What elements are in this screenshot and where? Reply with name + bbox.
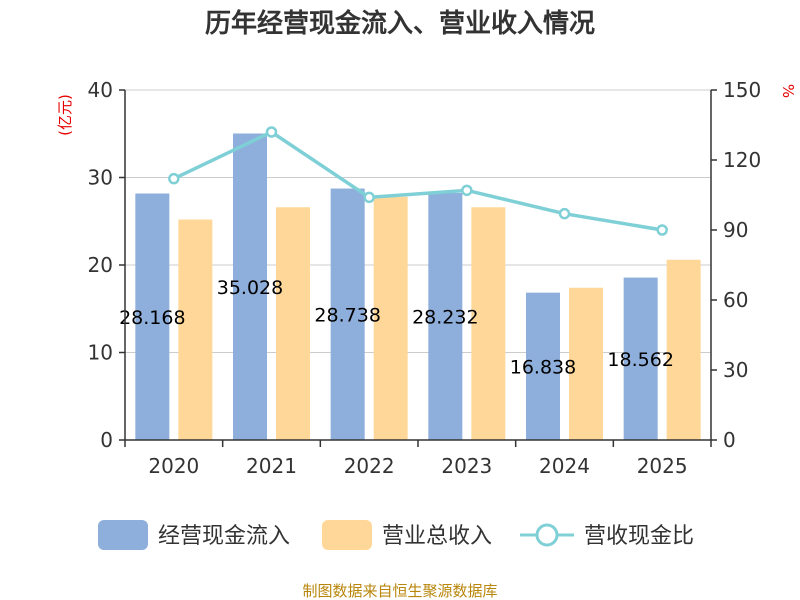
legend-label-revenue: 营业总收入: [382, 524, 492, 549]
grid: [125, 89, 711, 353]
bar-revenue: [569, 287, 603, 440]
ratio-point: [558, 207, 571, 220]
bar-revenue: [276, 207, 310, 440]
legend-marker-ratio: [535, 523, 559, 547]
bar-cash-inflow: [428, 192, 463, 440]
ratio-point: [168, 172, 180, 185]
legend-swatch-cash-inflow: [98, 520, 148, 550]
legend: 经营现金流入 营业总收入 营收现金比: [98, 520, 694, 550]
source-note: 制图数据来自恒生聚源数据库: [302, 582, 497, 600]
data-labels: 28.168 35.028 28.738 28.232 16.838 18.562: [119, 277, 674, 379]
bar-revenue: [471, 207, 506, 440]
data-label-cash-inflow: 35.028: [217, 277, 283, 299]
ratio-point: [363, 191, 375, 204]
chart-title: 历年经营现金流入、营业收入情况: [205, 8, 595, 39]
bar-revenue: [373, 196, 408, 440]
y-right-tick-label: 150: [723, 78, 761, 102]
y-right-tick-label: 30: [723, 358, 748, 382]
bar-cash-inflow: [330, 188, 365, 440]
y-left-tick-label: 0: [100, 428, 113, 452]
bar-revenue: [178, 219, 213, 440]
ratio-line: [173, 129, 663, 232]
x-tick-label: 2021: [246, 454, 297, 478]
x-tick-label: 2020: [148, 454, 199, 478]
ratio-point: [656, 224, 668, 236]
data-label-cash-inflow: 28.168: [119, 307, 185, 329]
legend-label-cash-inflow: 经营现金流入: [158, 524, 290, 549]
ratio-point: [461, 184, 473, 197]
data-label-cash-inflow: 18.562: [607, 349, 673, 371]
bar-revenue: [666, 259, 701, 440]
y-left-tick-label: 20: [88, 253, 113, 277]
bar-cash-inflow: [526, 292, 560, 440]
line-series: [168, 126, 668, 236]
bar-cash-inflow: [135, 193, 170, 440]
x-tick-label: 2025: [637, 454, 688, 478]
y-right-tick-label: 60: [723, 288, 748, 312]
data-label-cash-inflow: 28.738: [314, 304, 380, 326]
data-label-cash-inflow: 28.232: [412, 306, 478, 328]
x-tick-label: 2022: [344, 454, 395, 478]
x-tick-label: 2024: [539, 454, 590, 478]
y-right-tick-label: 90: [723, 218, 748, 242]
bars: [135, 133, 701, 440]
x-tick-label: 2023: [441, 454, 492, 478]
data-label-cash-inflow: 16.838: [510, 356, 576, 378]
bar-cash-inflow: [623, 277, 658, 440]
y-right-label: %: [779, 84, 797, 98]
y-left-tick-label: 30: [88, 166, 113, 190]
bar-cash-inflow: [233, 133, 267, 440]
y-right-tick-label: 0: [723, 428, 736, 452]
y-left-tick-label: 40: [88, 78, 113, 102]
y-right-tick-label: 120: [723, 148, 761, 172]
legend-label-ratio: 营收现金比: [584, 524, 694, 549]
axes: 0 10 20 30 40 0 30 60 90 120 150 2020 2021 2022 2023 20…: [88, 78, 762, 478]
legend-swatch-revenue: [322, 520, 372, 550]
y-left-tick-label: 10: [88, 341, 113, 365]
ratio-point: [265, 126, 278, 138]
y-left-label: (亿元): [56, 94, 74, 136]
